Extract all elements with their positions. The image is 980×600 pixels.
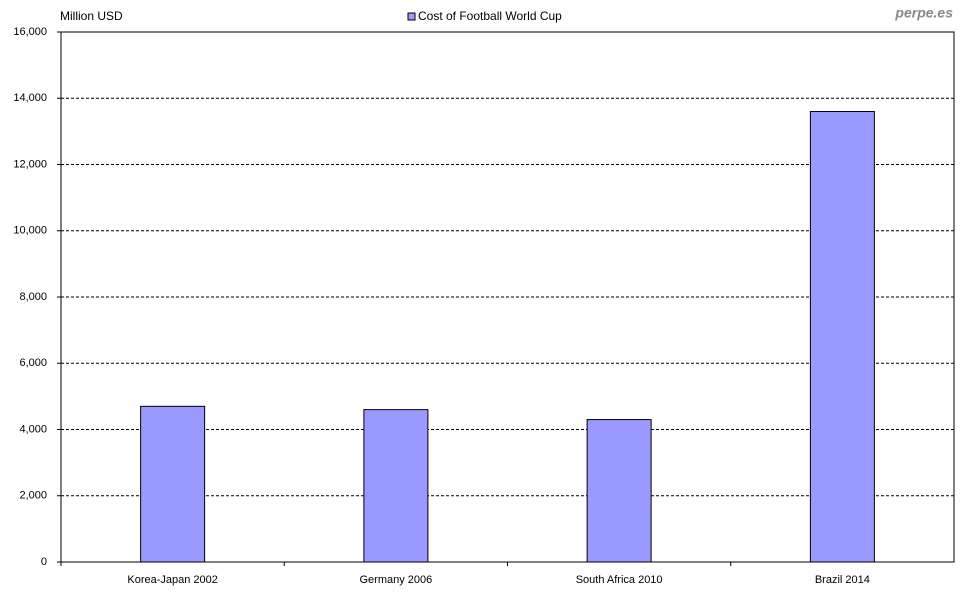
bar xyxy=(140,405,206,563)
y-tick-label: 10,000 xyxy=(13,225,47,237)
y-tick-label: 4,000 xyxy=(19,423,47,435)
y-tick-label: 14,000 xyxy=(13,92,47,104)
y-tick-label: 0 xyxy=(41,556,47,568)
legend-label: Cost of Football World Cup xyxy=(418,9,562,23)
x-tick-label: South Africa 2010 xyxy=(576,574,663,586)
x-tick-label: Germany 2006 xyxy=(359,574,432,586)
y-tick-label: 8,000 xyxy=(19,291,47,303)
y-axis-label: Million USD xyxy=(60,9,123,23)
y-tick-label: 12,000 xyxy=(13,158,47,170)
bar xyxy=(809,111,875,563)
plot-border xyxy=(60,31,955,563)
watermark: perpe.es xyxy=(894,5,953,21)
bar xyxy=(363,409,429,563)
x-tick-label: Brazil 2014 xyxy=(815,574,870,586)
legend-swatch xyxy=(407,12,416,21)
y-tick-label: 2,000 xyxy=(19,490,47,502)
y-tick-label: 16,000 xyxy=(13,26,47,38)
y-tick-label: 6,000 xyxy=(19,357,47,369)
bar xyxy=(586,419,652,563)
x-tick-label: Korea-Japan 2002 xyxy=(127,574,218,586)
